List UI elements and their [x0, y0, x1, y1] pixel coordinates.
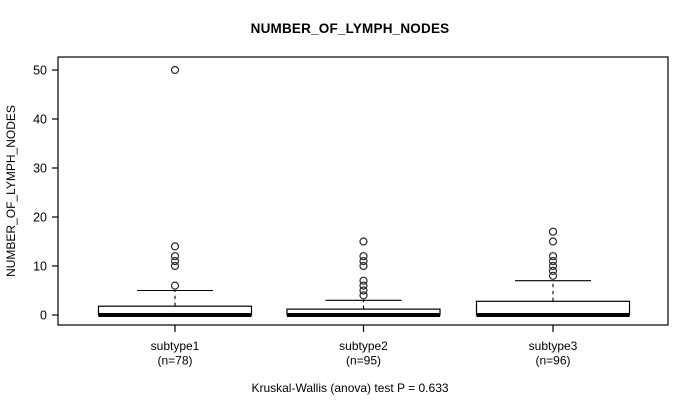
outlier-point: [548, 227, 558, 236]
outlier-point: [548, 261, 558, 271]
y-tick-label: 50: [33, 64, 47, 78]
outlier-point: [359, 281, 368, 290]
outlier-point: [548, 266, 558, 275]
y-tick-label: 20: [33, 211, 47, 225]
outlier-point: [170, 257, 180, 266]
outlier-point: [359, 257, 368, 266]
y-tick-label: 10: [33, 260, 47, 274]
x-tick-sublabel: (n=96): [535, 354, 570, 368]
box-group-subtype3: subtype3(n=96): [475, 227, 631, 368]
iqr-box: [475, 300, 631, 316]
outlier-point: [170, 261, 180, 271]
x-tick-sublabel: (n=95): [346, 354, 381, 368]
x-tick-sublabel: (n=78): [157, 354, 192, 368]
outlier-point: [548, 257, 558, 266]
outlier-point: [170, 242, 180, 251]
box-group-subtype2: subtype2(n=95): [286, 237, 441, 368]
plot-frame: [57, 56, 669, 326]
outlier-point: [359, 291, 368, 300]
outlier-point: [548, 237, 558, 246]
x-tick-label: subtype2: [339, 339, 388, 353]
outlier-point: [359, 261, 368, 271]
y-tick-label: 30: [33, 162, 47, 176]
outlier-point: [548, 252, 558, 261]
outlier-point: [548, 271, 558, 280]
x-tick-label: subtype3: [529, 339, 578, 353]
x-tick-label: subtype1: [151, 339, 200, 353]
y-axis-title: NUMBER_OF_LYMPH_NODES: [4, 105, 18, 277]
stats-caption: Kruskal-Wallis (anova) test P = 0.633: [251, 381, 449, 395]
outlier-point: [170, 252, 180, 261]
outlier-point: [359, 252, 368, 261]
outlier-point: [170, 281, 180, 290]
y-tick-label: 40: [33, 113, 47, 127]
outlier-point: [359, 276, 368, 285]
outlier-point: [170, 65, 180, 75]
box-group-subtype1: subtype1(n=78): [97, 65, 253, 368]
outlier-point: [359, 286, 368, 295]
y-axis: 0 10 20 30 40 50: [33, 64, 58, 323]
y-tick-label: 0: [40, 309, 47, 323]
chart-title: NUMBER_OF_LYMPH_NODES: [250, 21, 450, 36]
outlier-point: [359, 237, 368, 246]
